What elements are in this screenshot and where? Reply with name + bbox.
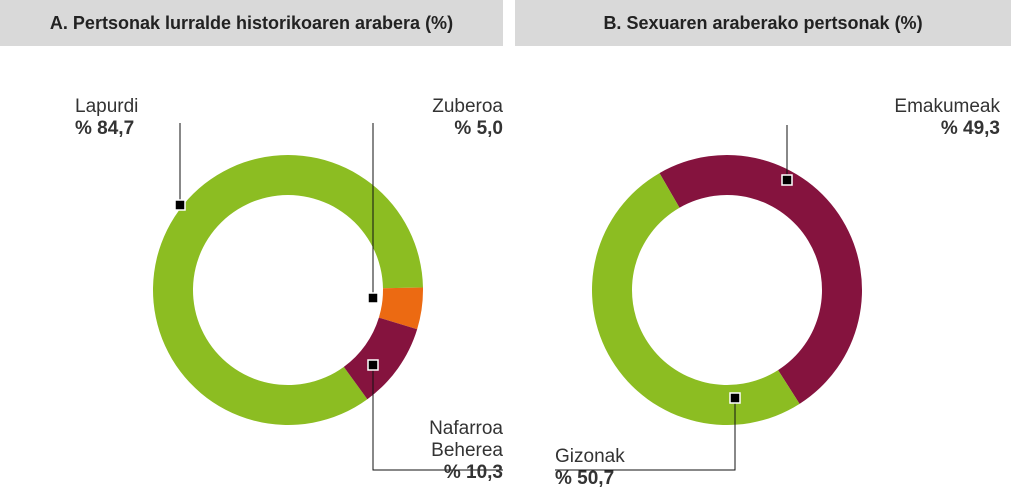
donut-slice <box>152 154 423 425</box>
label-marker <box>174 199 186 211</box>
slice-label: Emakumeak% 49,3 <box>894 96 1000 140</box>
label-marker <box>367 292 379 304</box>
label-marker <box>781 174 793 186</box>
label-marker <box>729 392 741 404</box>
chart-title: A. Pertsonak lurralde historikoaren arab… <box>0 0 503 46</box>
slice-label: Zuberoa% 5,0 <box>432 96 503 140</box>
slice-label: Nafarroa Beherea% 10,3 <box>393 418 503 484</box>
donut-slice <box>378 287 423 330</box>
donut-slice <box>343 317 418 400</box>
value-label: % 84,7 <box>75 118 135 139</box>
category-label: Nafarroa Beherea <box>429 418 503 461</box>
category-label: Gizonak <box>555 446 625 467</box>
donut-slice <box>591 173 800 425</box>
value-label: % 5,0 <box>454 118 503 139</box>
leader-line <box>555 398 736 471</box>
donut-slice <box>659 154 862 404</box>
category-label: Zuberoa <box>432 96 503 117</box>
slice-label: Lapurdi% 84,7 <box>75 96 138 140</box>
value-label: % 10,3 <box>443 462 503 483</box>
category-label: Emakumeak <box>894 96 1000 117</box>
value-label: % 50,7 <box>555 468 615 489</box>
chart-title: B. Sexuaren araberako pertsonak (%) <box>515 0 1011 46</box>
slice-label: Gizonak% 50,7 <box>555 446 625 490</box>
leader-line <box>372 365 503 471</box>
label-marker <box>367 359 379 371</box>
value-label: % 49,3 <box>940 118 1000 139</box>
category-label: Lapurdi <box>75 96 139 117</box>
